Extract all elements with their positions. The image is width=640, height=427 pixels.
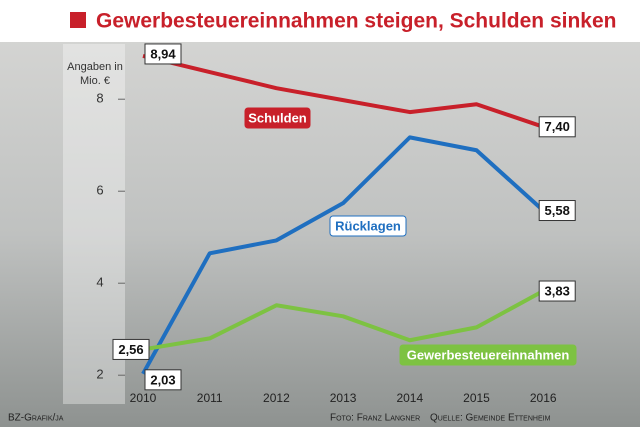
value-label: 3,83 xyxy=(545,283,570,298)
x-tick-label: 2014 xyxy=(396,391,423,405)
series-label-box xyxy=(329,215,407,237)
series-label: Rücklagen xyxy=(335,218,401,233)
x-tick-label: 2011 xyxy=(197,391,223,405)
line xyxy=(142,54,544,129)
source: Quelle: Gemeinde Ettenheim xyxy=(430,413,551,424)
series-label-box xyxy=(399,344,577,366)
line xyxy=(142,289,545,352)
x-tick-label: 2015 xyxy=(463,391,490,405)
value-label-box xyxy=(144,43,182,65)
credit: BZ-Grafik/ja xyxy=(8,413,64,424)
title-bar xyxy=(0,0,640,42)
line xyxy=(141,135,545,375)
chart-title: Gewerbesteuereinnahmen steigen, Schulden… xyxy=(96,10,617,33)
series-label: Gewerbesteuereinnahmen xyxy=(407,347,570,362)
value-label: 2,03 xyxy=(150,372,175,387)
y-tick-label: 2 xyxy=(96,367,103,382)
y-tick-label: 4 xyxy=(96,275,103,290)
x-tick-label: 2012 xyxy=(263,391,290,405)
value-label: 5,58 xyxy=(545,203,570,218)
x-tick-label: 2016 xyxy=(530,391,557,405)
value-label-box xyxy=(538,280,576,302)
value-label: 2,56 xyxy=(118,342,143,357)
y-tick-label: 8 xyxy=(96,91,103,106)
photo-credit: Foto: Franz Langner xyxy=(330,413,420,424)
series-label: Schulden xyxy=(248,110,307,125)
value-label-box xyxy=(538,200,576,222)
y-tick-label: 6 xyxy=(96,183,103,198)
x-tick-label: 2013 xyxy=(330,391,357,405)
title-icon xyxy=(70,12,86,28)
value-label-box xyxy=(144,369,182,391)
value-label-box xyxy=(112,338,150,360)
value-label: 8,94 xyxy=(150,46,176,61)
y-axis-label: Angaben in Mio. € xyxy=(67,61,123,87)
series-label-box xyxy=(244,107,311,129)
value-label: 7,40 xyxy=(545,119,570,134)
value-label-box xyxy=(538,116,576,138)
x-tick-label: 2010 xyxy=(130,391,157,405)
